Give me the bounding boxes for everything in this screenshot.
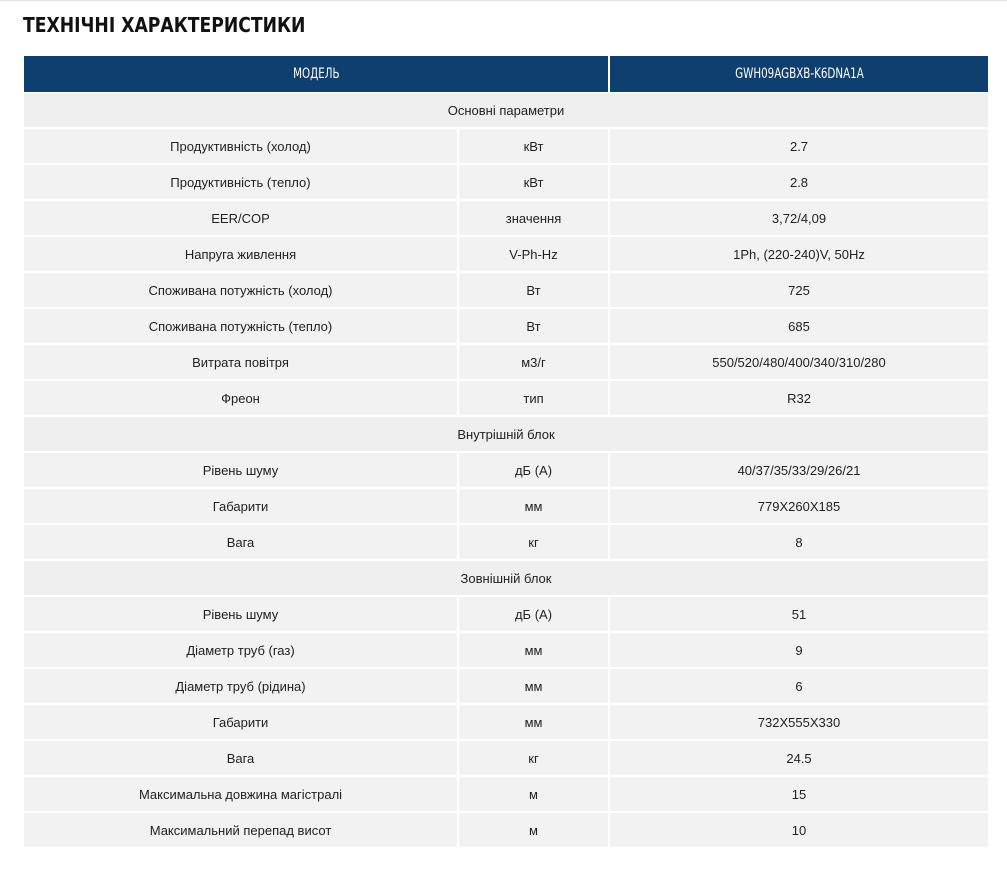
table-row: Габарити мм 732X555X330 bbox=[24, 705, 989, 741]
value-cell: 685 bbox=[610, 309, 989, 345]
table-row: Вага кг 8 bbox=[24, 525, 989, 561]
table-row: Рівень шуму дБ (А) 51 bbox=[24, 597, 989, 633]
table-row: Діаметр труб (газ) мм 9 bbox=[24, 633, 989, 669]
unit-cell: V-Ph-Hz bbox=[459, 237, 611, 273]
section-row: Внутрішній блок bbox=[24, 417, 989, 453]
unit-cell: мм bbox=[459, 669, 611, 705]
table-header-row: МОДЕЛЬ GWH09AGBXB-K6DNA1A bbox=[24, 56, 989, 93]
value-cell: 40/37/35/33/29/26/21 bbox=[610, 453, 989, 489]
param-cell: Габарити bbox=[24, 705, 459, 741]
section-row: Основні параметри bbox=[24, 93, 989, 129]
value-cell: 725 bbox=[610, 273, 989, 309]
value-cell: 1Ph, (220-240)V, 50Hz bbox=[610, 237, 989, 273]
unit-cell: кг bbox=[459, 525, 611, 561]
param-cell: Рівень шуму bbox=[24, 597, 459, 633]
table-row: Максимальна довжина магістралі м 15 bbox=[24, 777, 989, 813]
value-cell: 550/520/480/400/340/310/280 bbox=[610, 345, 989, 381]
value-cell: 10 bbox=[610, 813, 989, 849]
unit-cell: кВт bbox=[459, 165, 611, 201]
unit-cell: Вт bbox=[459, 273, 611, 309]
unit-cell: м bbox=[459, 813, 611, 849]
param-cell: Вага bbox=[24, 525, 459, 561]
unit-cell: м3/г bbox=[459, 345, 611, 381]
table-row: Продуктивність (тепло) кВт 2.8 bbox=[24, 165, 989, 201]
value-cell: R32 bbox=[610, 381, 989, 417]
param-cell: Максимальний перепад висот bbox=[24, 813, 459, 849]
unit-cell: кВт bbox=[459, 129, 611, 165]
table-row: Споживана потужність (холод) Вт 725 bbox=[24, 273, 989, 309]
table-row: Напруга живлення V-Ph-Hz 1Ph, (220-240)V, … bbox=[24, 237, 989, 273]
unit-cell: значення bbox=[459, 201, 611, 237]
param-cell: Споживана потужність (тепло) bbox=[24, 309, 459, 345]
table-row: Витрата повітря м3/г 550/520/480/400/340/3… bbox=[24, 345, 989, 381]
param-cell: Напруга живлення bbox=[24, 237, 459, 273]
unit-cell: дБ (А) bbox=[459, 453, 611, 489]
unit-cell: кг bbox=[459, 741, 611, 777]
value-cell: 51 bbox=[610, 597, 989, 633]
table-row: Вага кг 24.5 bbox=[24, 741, 989, 777]
value-cell: 779X260X185 bbox=[610, 489, 989, 525]
param-cell: Діаметр труб (рідина) bbox=[24, 669, 459, 705]
section-row: Зовнішній блок bbox=[24, 561, 989, 597]
value-cell: 24.5 bbox=[610, 741, 989, 777]
param-cell: Максимальна довжина магістралі bbox=[24, 777, 459, 813]
value-cell: 6 bbox=[610, 669, 989, 705]
table-row: Рівень шуму дБ (А) 40/37/35/33/29/26/21 bbox=[24, 453, 989, 489]
unit-cell: мм bbox=[459, 633, 611, 669]
page-title: ТЕХНІЧНІ ХАРАКТЕРИСТИКИ bbox=[23, 13, 306, 37]
param-cell: Габарити bbox=[24, 489, 459, 525]
unit-cell: м bbox=[459, 777, 611, 813]
value-cell: 3,72/4,09 bbox=[610, 201, 989, 237]
unit-cell: мм bbox=[459, 705, 611, 741]
table-row: Споживана потужність (тепло) Вт 685 bbox=[24, 309, 989, 345]
table-row: Діаметр труб (рідина) мм 6 bbox=[24, 669, 989, 705]
param-cell: Споживана потужність (холод) bbox=[24, 273, 459, 309]
table-row: EER/COP значення 3,72/4,09 bbox=[24, 201, 989, 237]
unit-cell: мм bbox=[459, 489, 611, 525]
param-cell: Продуктивність (тепло) bbox=[24, 165, 459, 201]
table-row: Габарити мм 779X260X185 bbox=[24, 489, 989, 525]
param-cell: Витрата повітря bbox=[24, 345, 459, 381]
model-name-text: GWH09AGBXB-K6DNA1A bbox=[734, 66, 864, 82]
param-cell: EER/COP bbox=[24, 201, 459, 237]
value-cell: 2.8 bbox=[610, 165, 989, 201]
section-title: Внутрішній блок bbox=[24, 417, 989, 453]
param-cell: Рівень шуму bbox=[24, 453, 459, 489]
value-cell: 15 bbox=[610, 777, 989, 813]
value-cell: 9 bbox=[610, 633, 989, 669]
model-name-header: GWH09AGBXB-K6DNA1A bbox=[610, 56, 989, 93]
top-divider bbox=[0, 0, 1007, 1]
table-row: Максимальний перепад висот м 10 bbox=[24, 813, 989, 849]
value-cell: 2.7 bbox=[610, 129, 989, 165]
table-row: Фреон тип R32 bbox=[24, 381, 989, 417]
table-row: Продуктивність (холод) кВт 2.7 bbox=[24, 129, 989, 165]
specs-table: МОДЕЛЬ GWH09AGBXB-K6DNA1A Основні параме… bbox=[24, 56, 989, 849]
specs-table-body: Основні параметри Продуктивність (холод) к… bbox=[24, 93, 989, 849]
param-cell: Продуктивність (холод) bbox=[24, 129, 459, 165]
param-cell: Вага bbox=[24, 741, 459, 777]
value-cell: 732X555X330 bbox=[610, 705, 989, 741]
param-cell: Діаметр труб (газ) bbox=[24, 633, 459, 669]
unit-cell: дБ (А) bbox=[459, 597, 611, 633]
model-label-text: МОДЕЛЬ bbox=[292, 66, 340, 82]
section-title: Основні параметри bbox=[24, 93, 989, 129]
section-title: Зовнішній блок bbox=[24, 561, 989, 597]
value-cell: 8 bbox=[610, 525, 989, 561]
unit-cell: тип bbox=[459, 381, 611, 417]
model-column-header: МОДЕЛЬ bbox=[24, 56, 611, 93]
unit-cell: Вт bbox=[459, 309, 611, 345]
param-cell: Фреон bbox=[24, 381, 459, 417]
